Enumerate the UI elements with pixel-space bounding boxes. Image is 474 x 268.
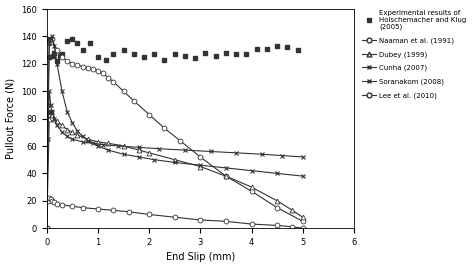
X-axis label: End Slip (mm): End Slip (mm) [166, 252, 235, 262]
Legend: Experimental results of
Holschemacher and Klug
(2005), Naaman et al. (1991), Dub: Experimental results of Holschemacher an… [360, 8, 468, 100]
Y-axis label: Pullout Force (N): Pullout Force (N) [6, 78, 16, 159]
